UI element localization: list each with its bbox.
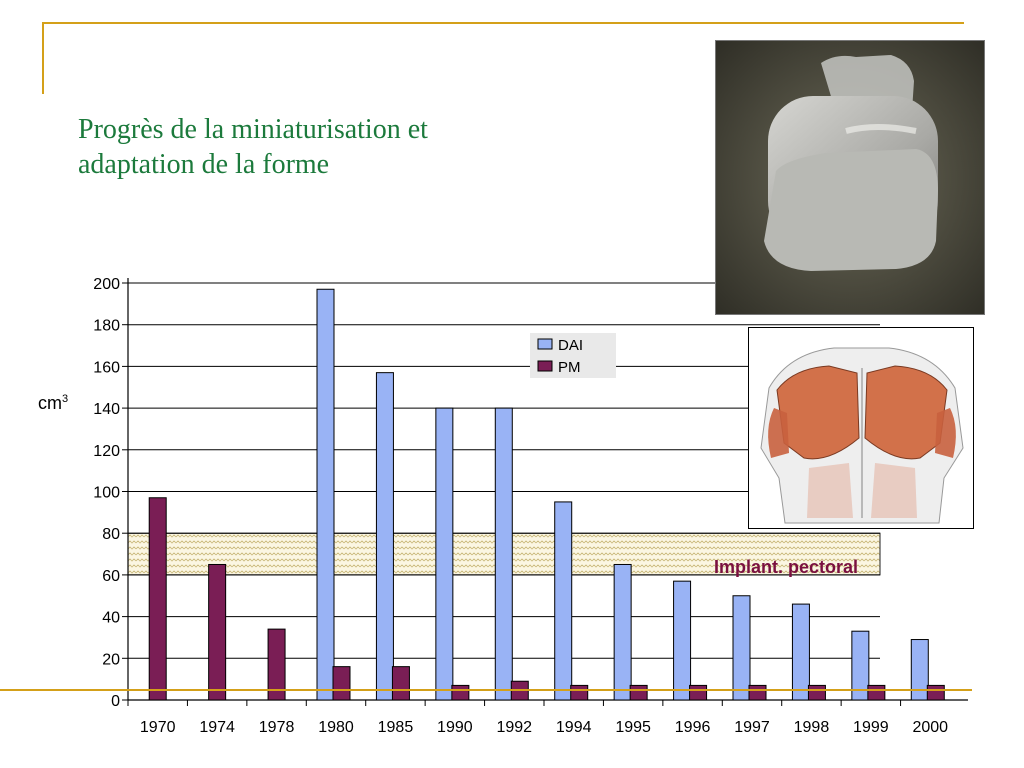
- left-accent-line: [42, 22, 44, 94]
- y-tick-label: 200: [93, 276, 120, 293]
- bar-dai-1998: [791, 603, 810, 701]
- bar-pm-1970: [148, 497, 167, 701]
- bar-pm-1998: [807, 684, 826, 701]
- bar-pm-1994: [570, 684, 589, 701]
- x-tick-label: 1992: [496, 719, 532, 736]
- bar-pm-1997: [748, 684, 767, 701]
- x-tick-label: 1980: [318, 719, 354, 736]
- bar-pm-1974: [208, 563, 227, 701]
- defibrillator-photo: [715, 40, 985, 315]
- annotation-implant-pectoral: Implant. pectoral: [714, 557, 858, 577]
- bar-dai-1996: [673, 580, 692, 701]
- bar-dai-1994: [554, 501, 573, 701]
- x-tick-label: 2000: [912, 719, 948, 736]
- x-tick-label: 1970: [140, 719, 176, 736]
- y-tick-label: 40: [102, 610, 120, 627]
- y-tick-label: 80: [102, 526, 120, 543]
- bar-dai-1999: [851, 630, 870, 701]
- bar-pm-1980: [332, 666, 351, 701]
- bar-dai-1992: [494, 407, 513, 701]
- x-tick-label: 1978: [259, 719, 295, 736]
- y-tick-label: 60: [102, 568, 120, 585]
- legend-swatch-dai: [537, 338, 553, 350]
- bar-pm-1999: [867, 684, 886, 701]
- legend-swatch-pm: [537, 360, 553, 372]
- y-axis-label-unit: cm: [38, 393, 62, 413]
- x-tick-label: 1990: [437, 719, 473, 736]
- legend-label-pm: PM: [558, 359, 581, 376]
- bar-pm-1990: [451, 684, 470, 701]
- bar-pm-1978: [267, 628, 286, 701]
- y-tick-label: 140: [93, 401, 120, 418]
- x-tick-label: 1999: [853, 719, 889, 736]
- y-tick-label: 160: [93, 359, 120, 376]
- title-line-2: adaptation de la forme: [78, 149, 330, 180]
- y-tick-label: 20: [102, 651, 120, 668]
- title-line-1: Progrès de la miniaturisation et: [78, 114, 428, 145]
- bar-dai-1995: [613, 563, 632, 701]
- x-tick-label: 1995: [615, 719, 651, 736]
- top-accent-line: [42, 22, 964, 24]
- y-tick-label: 0: [111, 693, 120, 710]
- bottom-accent-line: [0, 689, 972, 691]
- x-tick-label: 1994: [556, 719, 592, 736]
- bar-dai-1985: [375, 372, 394, 701]
- y-tick-label: 180: [93, 318, 120, 335]
- bar-pm-2000: [926, 684, 945, 701]
- y-tick-label: 100: [93, 485, 120, 502]
- bar-pm-1985: [391, 666, 410, 701]
- bar-pm-1996: [689, 684, 708, 701]
- x-tick-label: 1997: [734, 719, 770, 736]
- slide-title: Progrès de la miniaturisation et adaptat…: [78, 112, 578, 182]
- bar-dai-1980: [316, 288, 335, 701]
- bar-dai-1990: [435, 407, 454, 701]
- y-axis-label: cm3: [38, 393, 68, 414]
- x-tick-label: 1996: [675, 719, 711, 736]
- anatomy-illustration: [748, 327, 974, 529]
- x-tick-label: 1974: [199, 719, 235, 736]
- legend-label-dai: DAI: [558, 337, 583, 354]
- x-tick-label: 1998: [794, 719, 830, 736]
- bar-pm-1995: [629, 684, 648, 701]
- y-axis-label-exponent: 3: [62, 393, 69, 405]
- y-tick-label: 120: [93, 443, 120, 460]
- bar-dai-2000: [910, 639, 929, 701]
- bar-dai-1997: [732, 595, 751, 701]
- x-tick-label: 1985: [378, 719, 414, 736]
